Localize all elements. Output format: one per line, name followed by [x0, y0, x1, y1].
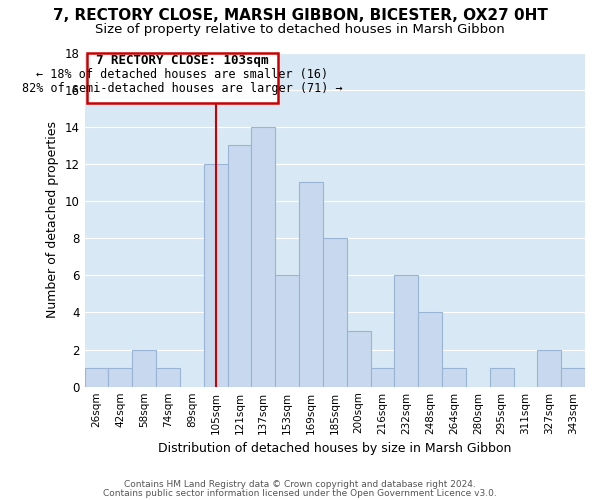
Text: Size of property relative to detached houses in Marsh Gibbon: Size of property relative to detached ho…	[95, 22, 505, 36]
Bar	[299, 182, 323, 386]
Bar	[85, 368, 109, 386]
FancyBboxPatch shape	[87, 52, 278, 102]
Text: Contains public sector information licensed under the Open Government Licence v3: Contains public sector information licen…	[103, 488, 497, 498]
Bar	[394, 276, 418, 386]
Bar	[275, 276, 299, 386]
Bar	[323, 238, 347, 386]
Text: ← 18% of detached houses are smaller (16): ← 18% of detached houses are smaller (16…	[36, 68, 328, 82]
Bar	[371, 368, 394, 386]
Bar	[561, 368, 585, 386]
Bar	[251, 127, 275, 386]
Bar	[109, 368, 132, 386]
Bar	[538, 350, 561, 387]
Text: 7 RECTORY CLOSE: 103sqm: 7 RECTORY CLOSE: 103sqm	[96, 54, 268, 68]
Bar	[203, 164, 227, 386]
Text: 7, RECTORY CLOSE, MARSH GIBBON, BICESTER, OX27 0HT: 7, RECTORY CLOSE, MARSH GIBBON, BICESTER…	[53, 8, 547, 22]
Bar	[347, 331, 371, 386]
Bar	[490, 368, 514, 386]
Bar	[227, 146, 251, 386]
Bar	[132, 350, 156, 387]
X-axis label: Distribution of detached houses by size in Marsh Gibbon: Distribution of detached houses by size …	[158, 442, 511, 455]
Bar	[418, 312, 442, 386]
Y-axis label: Number of detached properties: Number of detached properties	[46, 121, 59, 318]
Text: Contains HM Land Registry data © Crown copyright and database right 2024.: Contains HM Land Registry data © Crown c…	[124, 480, 476, 489]
Text: 82% of semi-detached houses are larger (71) →: 82% of semi-detached houses are larger (…	[22, 82, 343, 95]
Bar	[156, 368, 180, 386]
Bar	[442, 368, 466, 386]
